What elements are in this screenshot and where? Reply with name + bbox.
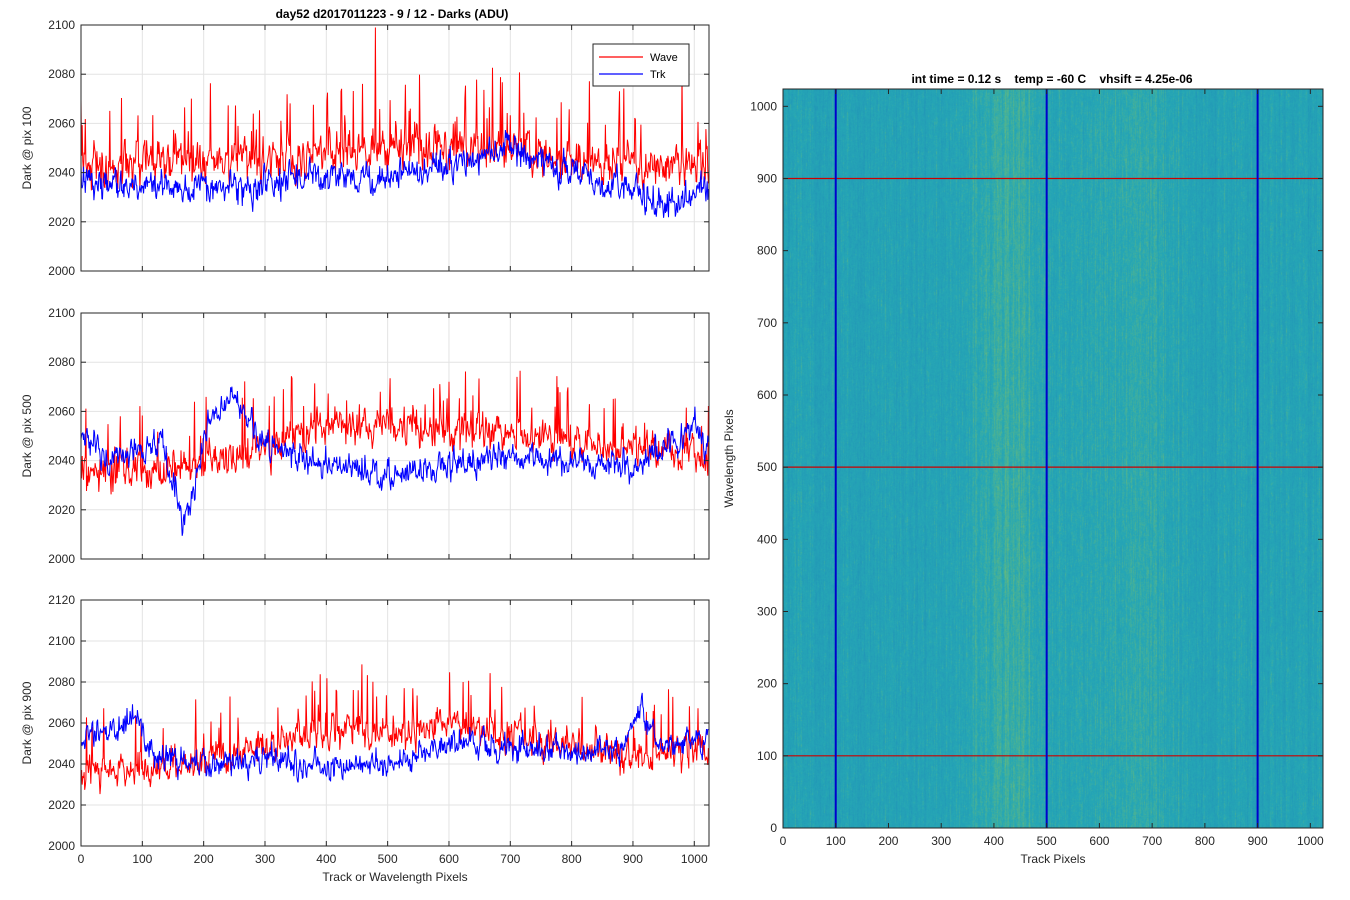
right-figure-title: int time = 0.12 s temp = -60 C vhsift = … [911,72,1192,86]
y-tick-label: 2060 [48,404,75,418]
x-tick-label: 700 [1142,834,1162,848]
x-tick-label: 600 [1089,834,1109,848]
y-tick-label: 2020 [48,798,75,812]
series-line-trk [81,386,709,536]
x-axis-label: Track Pixels [1021,852,1086,866]
x-tick-label: 900 [1248,834,1268,848]
left-figure-title: day52 d2017011223 - 9 / 12 - Darks (ADU) [276,7,509,21]
x-tick-label: 600 [439,852,459,866]
x-tick-label: 300 [255,852,275,866]
y-tick-label: 2120 [48,593,75,607]
y-tick-label: 800 [757,244,777,258]
legend-box [592,43,690,87]
x-tick-label: 700 [500,852,520,866]
y-tick-label: 200 [757,677,777,691]
x-tick-label: 0 [780,834,787,848]
y-axis-label: Dark @ pix 900 [20,681,34,764]
x-tick-label: 900 [623,852,643,866]
x-tick-label: 200 [878,834,898,848]
y-tick-label: 2080 [48,67,75,81]
y-axis-label: Wavelength Pixels [722,409,736,507]
series-line-trk [81,129,709,218]
y-tick-label: 2060 [48,116,75,130]
x-tick-label: 1000 [1297,834,1324,848]
y-tick-label: 300 [757,604,777,618]
y-axis-label: Dark @ pix 500 [20,394,34,477]
x-tick-label: 400 [316,852,336,866]
y-tick-label: 500 [757,460,777,474]
x-tick-label: 100 [826,834,846,848]
x-tick-label: 1000 [681,852,708,866]
series-line-wave [81,370,709,495]
heatmap-image-holder [783,89,1323,828]
x-tick-label: 800 [562,852,582,866]
y-tick-label: 2040 [48,454,75,468]
axes-box [80,312,710,560]
x-tick-label: 500 [378,852,398,866]
y-tick-label: 2080 [48,355,75,369]
x-tick-label: 800 [1195,834,1215,848]
y-tick-label: 600 [757,388,777,402]
legend-label: Trk [650,69,666,81]
y-tick-label: 2040 [48,757,75,771]
dark-pix-900-plot: 0 100 200 300 400 500 600 700 800 900 1000 2000 2020… [20,593,710,884]
y-tick-label: 2000 [48,839,75,853]
series-line-wave [81,27,709,191]
y-tick-label: 2060 [48,716,75,730]
legend: Wave Trk [592,43,690,87]
y-tick-label: 2000 [48,264,75,278]
y-tick-label: 2080 [48,675,75,689]
y-tick-label: 900 [757,171,777,185]
y-tick-label: 2100 [48,18,75,32]
y-tick-label: 2040 [48,166,75,180]
axes-box [782,88,1324,829]
x-axis-label: Track or Wavelength Pixels [322,870,467,884]
dark-frame-heatmap: 0 100 200 300 400 500 600 700 800 900 1000 0 100 200 3… [722,88,1324,866]
x-tick-label: 100 [132,852,152,866]
series-line-trk [81,692,709,783]
dark-pix-500-plot: 2000 2020 2040 2060 2080 2100 Dark @ pix 500 [20,306,710,566]
x-tick-label: 500 [1037,834,1057,848]
y-axis-label: Dark @ pix 100 [20,106,34,189]
y-tick-label: 2100 [48,306,75,320]
y-tick-label: 1000 [750,99,777,113]
axes-box [80,24,710,272]
heatmap-image [783,89,1323,828]
y-tick-label: 2020 [48,503,75,517]
y-tick-label: 700 [757,316,777,330]
y-tick-label: 2000 [48,552,75,566]
y-tick-label: 400 [757,532,777,546]
y-tick-label: 2020 [48,215,75,229]
y-tick-label: 2100 [48,634,75,648]
x-tick-label: 300 [931,834,951,848]
dark-pix-100-plot: 2000 2020 2040 2060 2080 2100 Dark @ pix 100 Wa… [20,18,710,278]
x-tick-label: 400 [984,834,1004,848]
y-tick-label: 0 [770,821,777,835]
x-tick-label: 0 [78,852,85,866]
legend-label: Wave [650,52,678,64]
x-tick-label: 200 [194,852,214,866]
y-tick-label: 100 [757,749,777,763]
